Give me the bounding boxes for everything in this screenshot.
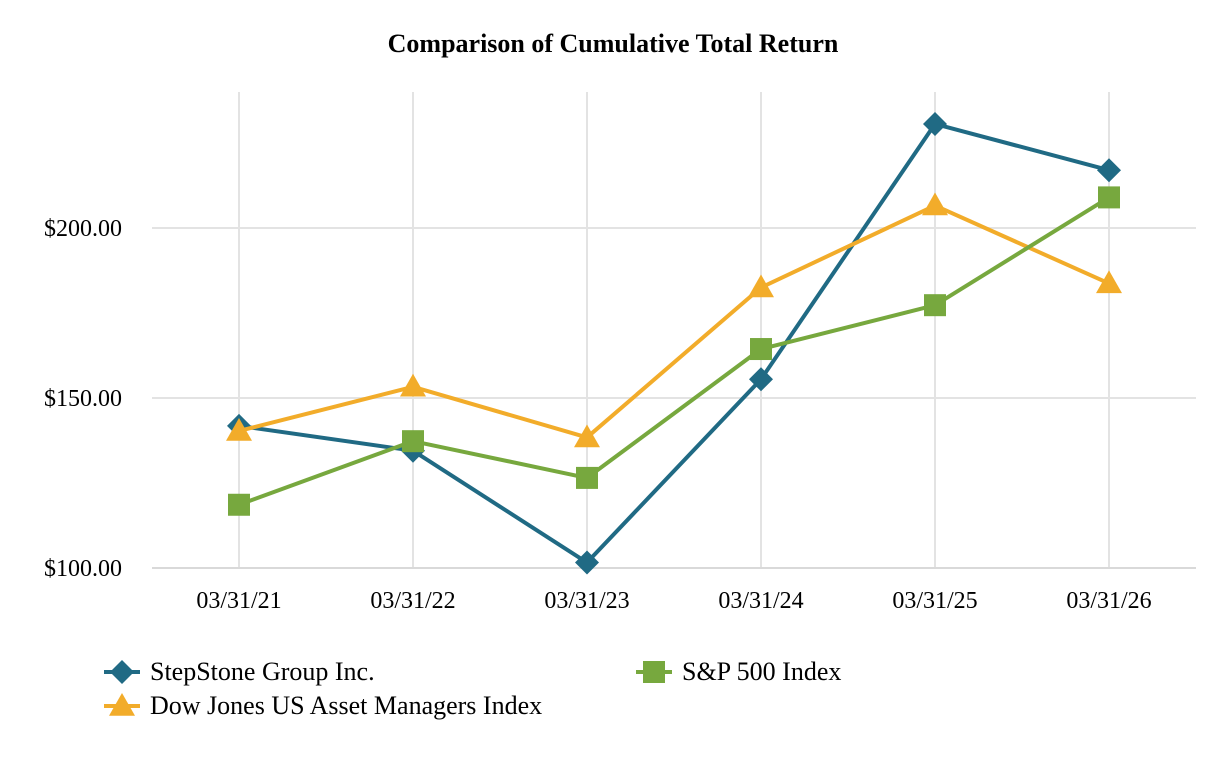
data-point (922, 192, 948, 216)
grid (152, 92, 1196, 569)
x-tick-label: 03/31/24 (718, 588, 803, 614)
legend-swatch-marker (110, 660, 134, 684)
series-line (238, 121, 1110, 565)
y-axis-ticks: $100.00 $150.00 $200.00 (44, 216, 122, 582)
data-point (574, 424, 600, 448)
data-point (402, 430, 424, 453)
series-diamond (227, 111, 1121, 575)
data-point (924, 294, 946, 317)
x-axis-ticks: 03/31/21 03/31/22 03/31/23 03/31/24 03/31/25… (196, 588, 1151, 614)
data-point (575, 550, 599, 575)
chart-title: Comparison of Cumulative Total Return (388, 29, 839, 58)
legend-item: S&P 500 Index (636, 657, 841, 686)
series (226, 111, 1122, 575)
legend-label: S&P 500 Index (682, 657, 841, 686)
y-tick-label: $100.00 (44, 556, 122, 582)
data-point (226, 417, 252, 441)
series-square (228, 186, 1120, 516)
data-point (748, 274, 774, 298)
series-triangle (226, 192, 1122, 448)
data-point (400, 373, 426, 397)
legend-swatch-marker (109, 693, 135, 716)
data-point (576, 466, 598, 489)
data-point (1096, 270, 1122, 294)
series-line (238, 203, 1110, 440)
data-point (750, 338, 772, 361)
legend: StepStone Group Inc. S&P 500 Index Dow Jon… (104, 657, 841, 720)
data-point (923, 111, 947, 136)
legend-swatch-marker (643, 661, 665, 683)
data-point (749, 367, 773, 392)
x-tick-label: 03/31/23 (544, 588, 629, 614)
series-line (238, 195, 1111, 507)
data-point (1097, 158, 1121, 183)
y-tick-label: $150.00 (44, 386, 122, 412)
data-point (228, 493, 250, 516)
x-tick-label: 03/31/21 (196, 588, 281, 614)
legend-item: StepStone Group Inc. (104, 657, 375, 686)
x-tick-label: 03/31/26 (1066, 588, 1151, 614)
y-tick-label: $200.00 (44, 216, 122, 242)
legend-label: StepStone Group Inc. (150, 657, 375, 686)
data-point (1098, 186, 1120, 209)
legend-label: Dow Jones US Asset Managers Index (150, 691, 542, 720)
x-tick-label: 03/31/25 (892, 588, 977, 614)
x-tick-label: 03/31/22 (370, 588, 455, 614)
legend-item: Dow Jones US Asset Managers Index (104, 691, 542, 720)
